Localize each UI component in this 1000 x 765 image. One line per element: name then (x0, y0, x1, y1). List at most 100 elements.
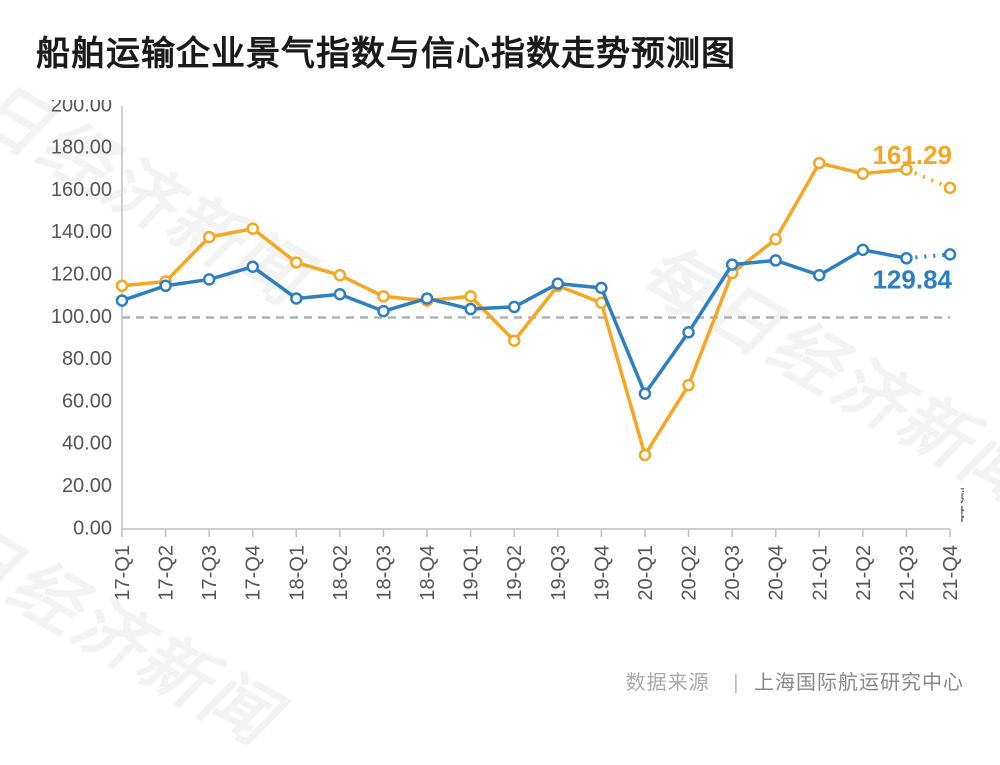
x-tick: 18-Q2 (330, 545, 352, 601)
marker-prosperity-index (771, 255, 781, 265)
marker-confidence-index (509, 336, 519, 346)
x-tick: 20-Q3 (722, 545, 744, 601)
data-source: 数据来源 | 上海国际航运研究中心 (626, 666, 964, 695)
svg-text:20-Q4: 20-Q4 (766, 545, 788, 601)
end-label-confidence-index: 161.29 (872, 140, 952, 170)
svg-text:18-Q1: 18-Q1 (286, 545, 308, 601)
marker-prosperity-index (161, 281, 171, 291)
x-tick: 20-Q1 (635, 545, 657, 601)
svg-text:21-Q2: 21-Q2 (853, 545, 875, 601)
y-tick: 200.00 (51, 100, 112, 116)
svg-text:140.00: 140.00 (51, 221, 112, 243)
marker-confidence-index (117, 281, 127, 291)
x-tick: 21-Q2 (853, 545, 875, 601)
marker-prosperity-index (945, 249, 955, 259)
svg-text:20-Q2: 20-Q2 (679, 545, 701, 601)
svg-text:120.00: 120.00 (51, 263, 112, 285)
forecast-label: 预测 (960, 487, 964, 523)
y-tick: 160.00 (51, 179, 112, 201)
svg-text:0.00: 0.00 (73, 517, 112, 539)
svg-text:18-Q4: 18-Q4 (417, 545, 439, 601)
svg-text:100.00: 100.00 (51, 306, 112, 328)
svg-text:17-Q1: 17-Q1 (112, 545, 134, 601)
line-chart: 0.00 20.00 40.00 60.00 80.00 100.00 120.00 140.… (36, 100, 964, 649)
svg-text:160.00: 160.00 (51, 179, 112, 201)
svg-text:80.00: 80.00 (62, 348, 112, 370)
marker-prosperity-index (640, 389, 650, 399)
x-tick: 21-Q3 (896, 545, 918, 601)
y-tick: 40.00 (62, 433, 112, 455)
x-tick: 19-Q1 (461, 545, 483, 601)
end-label-prosperity-index: 129.84 (872, 264, 952, 294)
source-separator: | (733, 672, 738, 694)
y-tick: 100.00 (51, 306, 112, 328)
marker-confidence-index (945, 183, 955, 193)
svg-text:20-Q3: 20-Q3 (722, 545, 744, 601)
marker-prosperity-index (684, 327, 694, 337)
x-tick: 19-Q4 (591, 545, 613, 601)
x-tick: 18-Q1 (286, 545, 308, 601)
series-line-prosperity-index (122, 250, 906, 394)
chart-container: 0.00 20.00 40.00 60.00 80.00 100.00 120.00 140.… (36, 100, 964, 649)
marker-prosperity-index (248, 262, 258, 272)
svg-text:19-Q4: 19-Q4 (591, 545, 613, 601)
svg-text:60.00: 60.00 (62, 390, 112, 412)
marker-prosperity-index (509, 302, 519, 312)
marker-prosperity-index (814, 270, 824, 280)
x-tick: 17-Q4 (243, 545, 265, 601)
marker-prosperity-index (204, 274, 214, 284)
y-tick: 20.00 (62, 475, 112, 497)
chart-title: 船舶运输企业景气指数与信心指数走势预测图 (0, 0, 1000, 83)
marker-confidence-index (640, 450, 650, 460)
marker-prosperity-index (117, 296, 127, 306)
y-tick: 140.00 (51, 221, 112, 243)
x-tick: 18-Q4 (417, 545, 439, 601)
marker-confidence-index (378, 291, 388, 301)
marker-confidence-index (858, 169, 868, 179)
marker-prosperity-index (378, 306, 388, 316)
source-value: 上海国际航运研究中心 (754, 672, 964, 694)
marker-confidence-index (466, 291, 476, 301)
y-tick: 180.00 (51, 137, 112, 159)
marker-confidence-index (204, 232, 214, 242)
x-tick: 20-Q4 (766, 545, 788, 601)
marker-confidence-index (814, 158, 824, 168)
y-tick: 80.00 (62, 348, 112, 370)
series-forecast-confidence-index (906, 169, 950, 187)
svg-text:19-Q1: 19-Q1 (461, 545, 483, 601)
svg-text:17-Q3: 17-Q3 (199, 545, 221, 601)
x-tick: 21-Q1 (809, 545, 831, 601)
marker-prosperity-index (553, 279, 563, 289)
x-tick: 20-Q2 (679, 545, 701, 601)
x-tick: 21-Q4 (940, 545, 962, 601)
source-label: 数据来源 (626, 672, 710, 694)
svg-text:21-Q1: 21-Q1 (809, 545, 831, 601)
svg-text:21-Q3: 21-Q3 (896, 545, 918, 601)
svg-text:200.00: 200.00 (51, 100, 112, 116)
x-tick: 17-Q2 (156, 545, 178, 601)
marker-prosperity-index (422, 293, 432, 303)
svg-text:18-Q2: 18-Q2 (330, 545, 352, 601)
svg-text:40.00: 40.00 (62, 433, 112, 455)
marker-confidence-index (771, 234, 781, 244)
svg-text:19-Q2: 19-Q2 (504, 545, 526, 601)
svg-text:21-Q4: 21-Q4 (940, 545, 962, 601)
svg-text:20.00: 20.00 (62, 475, 112, 497)
svg-text:17-Q2: 17-Q2 (156, 545, 178, 601)
marker-prosperity-index (858, 245, 868, 255)
svg-text:180.00: 180.00 (51, 137, 112, 159)
svg-text:17-Q4: 17-Q4 (243, 545, 265, 601)
x-tick: 18-Q3 (373, 545, 395, 601)
svg-text:18-Q3: 18-Q3 (373, 545, 395, 601)
marker-prosperity-index (335, 289, 345, 299)
y-tick: 0.00 (73, 517, 112, 539)
marker-prosperity-index (596, 283, 606, 293)
marker-prosperity-index (727, 260, 737, 270)
x-tick: 19-Q2 (504, 545, 526, 601)
marker-confidence-index (248, 224, 258, 234)
marker-prosperity-index (466, 304, 476, 314)
svg-text:20-Q1: 20-Q1 (635, 545, 657, 601)
marker-confidence-index (684, 380, 694, 390)
x-tick: 19-Q3 (548, 545, 570, 601)
svg-text:19-Q3: 19-Q3 (548, 545, 570, 601)
